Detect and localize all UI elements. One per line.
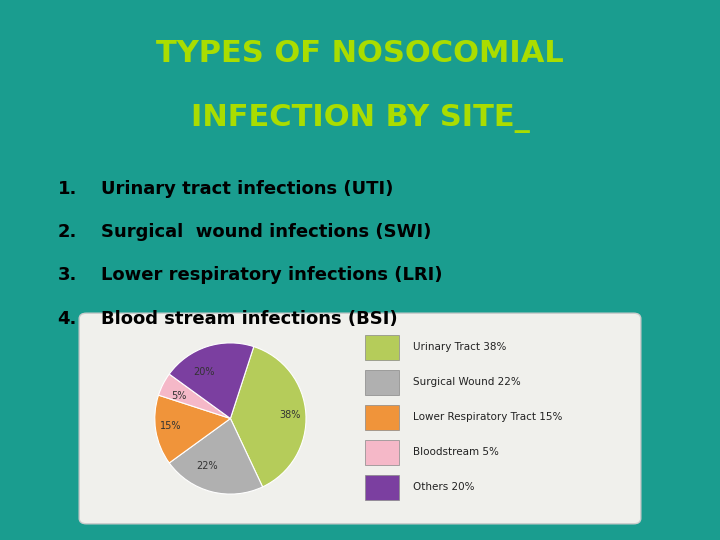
Bar <box>365 440 400 465</box>
Text: 4.: 4. <box>58 309 77 328</box>
Text: Surgical  wound infections (SWI): Surgical wound infections (SWI) <box>101 223 431 241</box>
Text: Urinary Tract 38%: Urinary Tract 38% <box>413 342 506 352</box>
Text: 20%: 20% <box>194 367 215 377</box>
Text: Urinary tract infections (UTI): Urinary tract infections (UTI) <box>101 180 393 198</box>
Text: TYPES OF NOSOCOMIAL: TYPES OF NOSOCOMIAL <box>156 39 564 69</box>
Wedge shape <box>169 343 253 418</box>
Text: Lower respiratory infections (LRI): Lower respiratory infections (LRI) <box>101 266 442 285</box>
Text: Surgical Wound 22%: Surgical Wound 22% <box>413 376 521 387</box>
Text: Bloodstream 5%: Bloodstream 5% <box>413 447 498 457</box>
Text: 3.: 3. <box>58 266 77 285</box>
Text: Blood stream infections (BSI): Blood stream infections (BSI) <box>101 309 397 328</box>
Bar <box>365 405 400 430</box>
Bar <box>365 335 400 360</box>
Wedge shape <box>155 395 230 463</box>
Text: Others 20%: Others 20% <box>413 482 474 491</box>
Wedge shape <box>230 347 306 487</box>
Text: 1.: 1. <box>58 180 77 198</box>
Text: INFECTION BY SITE_: INFECTION BY SITE_ <box>191 104 529 133</box>
Text: Lower Respiratory Tract 15%: Lower Respiratory Tract 15% <box>413 411 562 422</box>
Wedge shape <box>169 418 263 494</box>
Text: 38%: 38% <box>279 410 301 421</box>
Bar <box>365 475 400 500</box>
Bar <box>365 370 400 395</box>
Wedge shape <box>158 374 230 418</box>
Text: 15%: 15% <box>161 421 182 431</box>
Text: 5%: 5% <box>171 391 186 401</box>
Text: 22%: 22% <box>197 461 218 471</box>
Text: 2.: 2. <box>58 223 77 241</box>
